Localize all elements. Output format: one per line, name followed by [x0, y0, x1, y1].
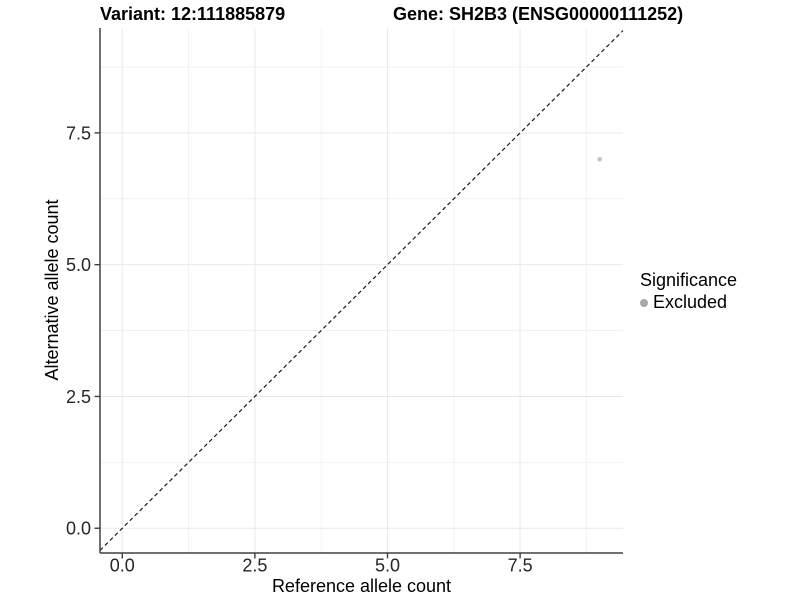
data-point	[597, 156, 602, 162]
plot-title-variant: Variant: 12:111885879	[100, 4, 286, 24]
x-tick-label: 7.5	[508, 556, 533, 576]
x-axis-title: Reference allele count	[271, 576, 452, 596]
legend: Significance Excluded	[640, 270, 737, 313]
y-axis-title: Alternative allele count	[42, 199, 62, 381]
legend-entry: Excluded	[640, 292, 737, 313]
y-tick-label: 5.0	[66, 255, 91, 275]
legend-entry-label: Excluded	[653, 292, 728, 312]
x-tick-label: 5.0	[375, 556, 400, 576]
legend-marker-dot-icon	[640, 298, 648, 307]
x-tick-label: 2.5	[242, 556, 267, 576]
plot-title-gene: Gene: SH2B3 (ENSG00000111252)	[393, 4, 684, 24]
y-tick-label: 2.5	[66, 387, 91, 407]
legend-title: Significance	[640, 270, 738, 290]
identity-reference-line	[99, 30, 624, 551]
y-tick-label: 0.0	[66, 519, 91, 539]
y-tick-label: 7.5	[66, 123, 91, 143]
x-tick-label: 0.0	[110, 556, 135, 576]
